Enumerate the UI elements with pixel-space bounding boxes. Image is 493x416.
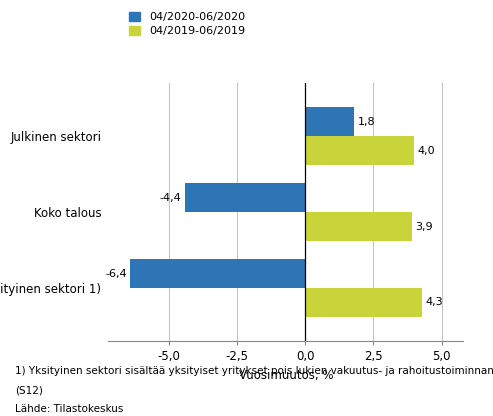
- Text: -6,4: -6,4: [106, 269, 127, 279]
- Bar: [185, 183, 305, 212]
- Legend: 04/2020-06/2020, 04/2019-06/2019: 04/2020-06/2020, 04/2019-06/2019: [129, 12, 245, 36]
- Text: 4,0: 4,0: [418, 146, 435, 156]
- Bar: [305, 107, 354, 136]
- Text: 3,9: 3,9: [415, 222, 432, 232]
- Text: (S12): (S12): [15, 385, 43, 395]
- Text: 4,3: 4,3: [426, 297, 443, 307]
- Text: Lähde: Tilastokeskus: Lähde: Tilastokeskus: [15, 404, 123, 414]
- Bar: [305, 136, 414, 165]
- Bar: [130, 259, 305, 288]
- Bar: [305, 212, 412, 241]
- Bar: [305, 288, 423, 317]
- Text: 1) Yksityinen sektori sisältää yksityiset yritykset pois lukien vakuutus- ja rah: 1) Yksityinen sektori sisältää yksityise…: [15, 366, 493, 376]
- Text: 1,8: 1,8: [357, 117, 375, 127]
- Text: -4,4: -4,4: [160, 193, 181, 203]
- X-axis label: Vuosimuutos, %: Vuosimuutos, %: [239, 369, 333, 382]
